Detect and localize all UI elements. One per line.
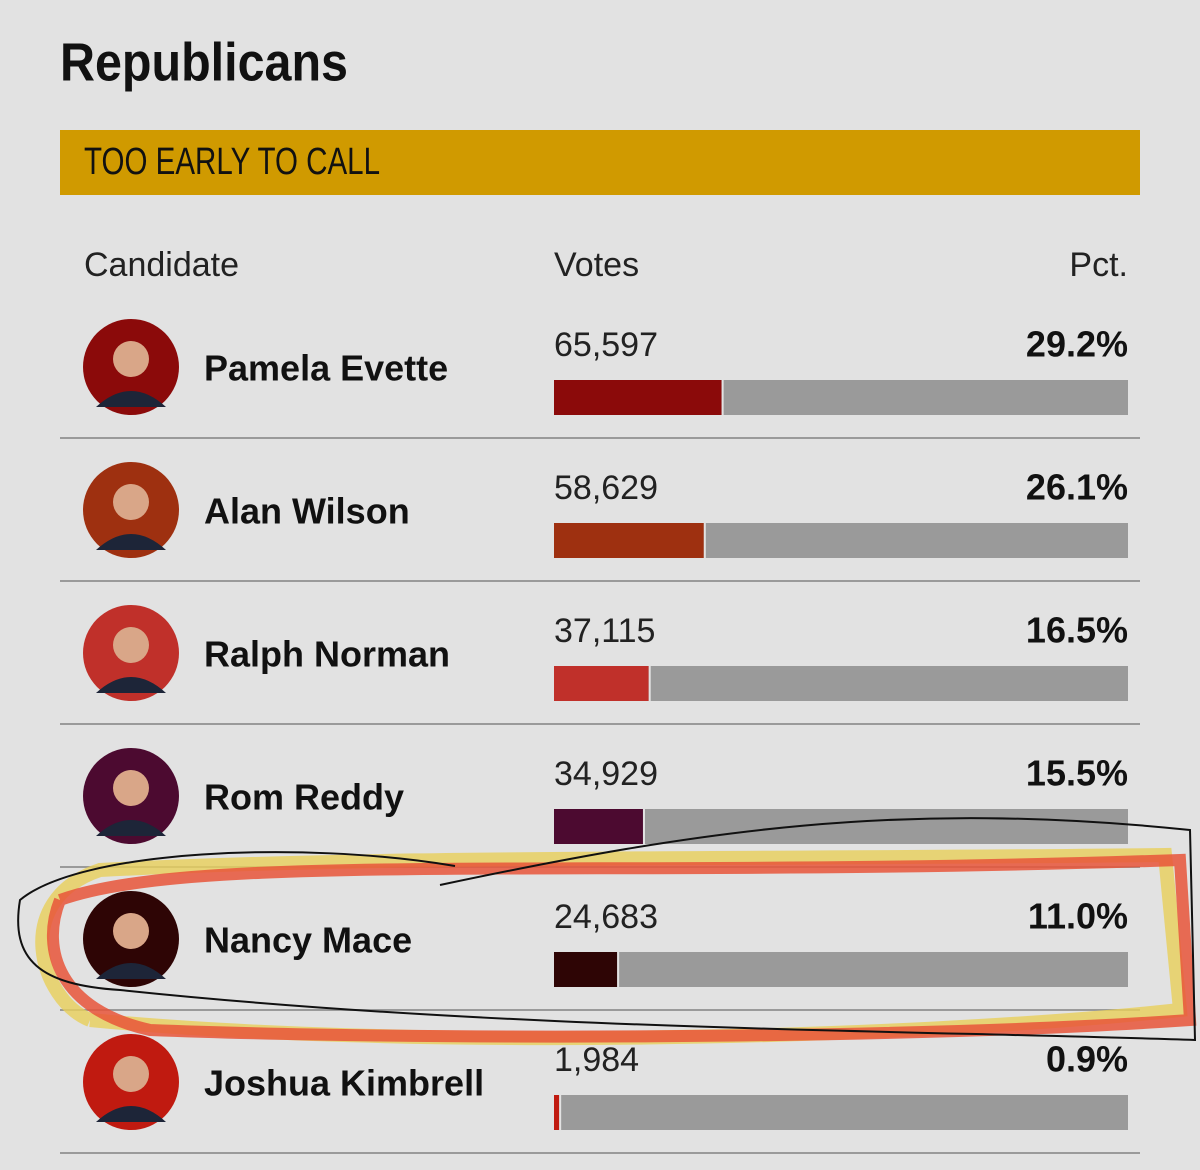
vote-pct: 11.0% [1028, 896, 1128, 937]
pct-bar [554, 380, 722, 415]
bar-track [554, 952, 1128, 987]
avatar-body [96, 820, 166, 836]
candidate-name: Nancy Mace [204, 920, 412, 961]
avatar-face [113, 341, 149, 377]
status-banner [60, 130, 1140, 195]
avatar-body [96, 1106, 166, 1122]
candidate-name: Joshua Kimbrell [204, 1063, 484, 1104]
bar-track [554, 809, 1128, 844]
avatar-body [96, 963, 166, 979]
candidate-name: Ralph Norman [204, 634, 450, 675]
party-title: Republicans [60, 32, 348, 92]
avatar-body [96, 534, 166, 550]
header-candidate: Candidate [84, 246, 239, 284]
vote-count: 1,984 [554, 1041, 639, 1079]
vote-count: 58,629 [554, 469, 658, 507]
header-votes: Votes [554, 246, 639, 284]
avatar-face [113, 627, 149, 663]
pct-bar [554, 1095, 560, 1130]
vote-count: 37,115 [554, 612, 655, 650]
vote-pct: 26.1% [1026, 467, 1128, 508]
red-scribble [47, 853, 1197, 1043]
avatar-face [113, 1056, 149, 1092]
pct-bar [554, 523, 704, 558]
avatar-face [113, 484, 149, 520]
pct-bar [554, 952, 618, 987]
vote-count: 65,597 [554, 326, 658, 364]
candidate-name: Pamela Evette [204, 348, 448, 389]
candidate-name: Alan Wilson [204, 491, 410, 532]
avatar-face [113, 913, 149, 949]
black-scribble [17, 817, 1197, 1042]
vote-pct: 16.5% [1026, 610, 1128, 651]
bar-track [554, 1095, 1128, 1130]
candidate-name: Rom Reddy [204, 777, 404, 818]
vote-pct: 15.5% [1026, 753, 1128, 794]
status-text: TOO EARLY TO CALL [84, 141, 380, 183]
header-pct: Pct. [1069, 246, 1128, 284]
vote-pct: 0.9% [1046, 1039, 1128, 1080]
pct-bar [554, 666, 649, 701]
avatar-body [96, 677, 166, 693]
avatar-body [96, 391, 166, 407]
pct-bar [554, 809, 643, 844]
avatar-face [113, 770, 149, 806]
vote-pct: 29.2% [1026, 324, 1128, 365]
annotation [17, 817, 1197, 1046]
vote-count: 34,929 [554, 755, 658, 793]
vote-count: 24,683 [554, 898, 658, 936]
